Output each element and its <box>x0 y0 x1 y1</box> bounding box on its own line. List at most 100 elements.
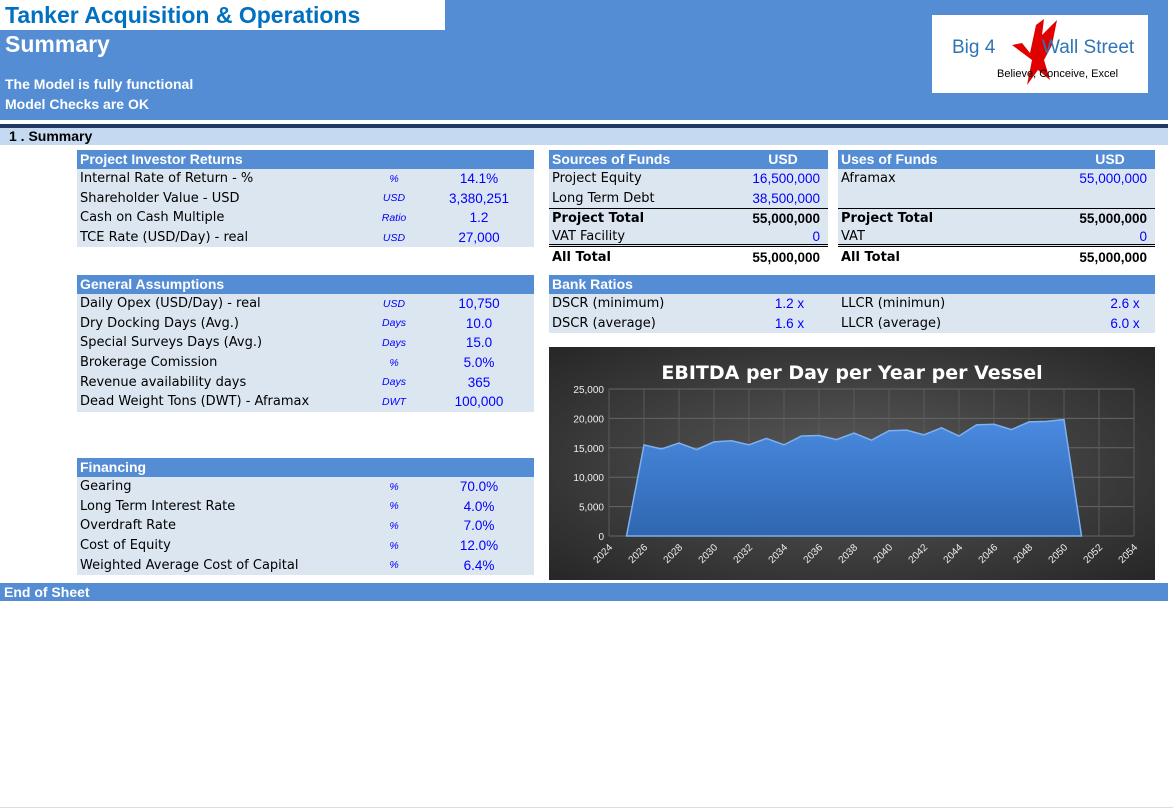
ratio-label: LLCR (average) <box>841 315 942 331</box>
row-value: 365 <box>467 374 491 390</box>
x-tick-label: 2036 <box>802 542 826 566</box>
row-value: 55,000,000 <box>752 249 820 265</box>
table-row: Brokerage Comission% 5.0% <box>77 353 534 373</box>
data-point <box>748 444 750 446</box>
row-unit: Days <box>382 336 406 349</box>
table-row: Special Surveys Days (Avg.) Days 15.0 <box>77 333 534 353</box>
data-point <box>713 441 715 443</box>
row-label: All Total <box>552 249 612 265</box>
model-status: The Model is fully functional <box>5 76 194 92</box>
ratio-label: DSCR (average) <box>552 315 656 331</box>
investor-returns-table: Project Investor Returns Internal Rate o… <box>77 150 534 248</box>
data-point <box>993 423 995 425</box>
row-value: 12.0% <box>459 538 499 554</box>
row-label: TCE Rate (USD/Day) - real <box>80 230 249 246</box>
table-row: Weighted Average Cost of Capital% 6.4% <box>77 555 534 575</box>
x-tick-label: 2026 <box>627 542 651 566</box>
row-label: VAT Facility <box>552 228 626 244</box>
row-unit: Days <box>382 317 406 330</box>
row-value: 55,000,000 <box>752 210 820 226</box>
row-label: Special Surveys Days (Avg.) <box>80 335 263 351</box>
data-point <box>696 449 697 451</box>
row-value: 7.0% <box>463 518 495 534</box>
divider <box>0 807 1173 808</box>
row-label: Daily Opex (USD/Day) - real <box>80 296 261 312</box>
row-unit: Ratio <box>381 211 407 224</box>
x-tick-label: 2050 <box>1047 542 1071 566</box>
table-row <box>838 189 1155 209</box>
row-label: Aframax <box>841 171 896 187</box>
row-label: Project Equity <box>552 171 642 187</box>
table-row: Internal Rate of Return - %% 14.1% <box>77 169 534 189</box>
row-unit: % <box>389 500 399 513</box>
table-title: Uses of Funds <box>841 151 938 167</box>
logo: Big 4 Wall Street Believe, Conceive, Exc… <box>932 15 1148 93</box>
table-row: Project Equity 16,500,000 <box>549 169 828 189</box>
data-point <box>1046 420 1047 422</box>
data-point <box>958 435 960 437</box>
table-row: Dry Docking Days (Avg.) Days 10.0 <box>77 314 534 334</box>
table-row: Long Term Debt 38,500,000 <box>549 189 828 209</box>
table-header: Uses of Funds USD <box>838 150 1155 169</box>
ratio-value: 6.0 x <box>1110 315 1140 331</box>
row-label: Project Total <box>841 210 934 226</box>
ratio-value: 1.6 x <box>774 315 805 331</box>
row-label: Project Total <box>552 210 645 226</box>
currency-label: USD <box>1095 151 1125 167</box>
x-tick-label: 2040 <box>872 542 896 566</box>
page-subtitle: Summary <box>5 31 110 57</box>
row-label: Gearing <box>80 479 132 495</box>
row-value: 6.4% <box>463 557 495 573</box>
table-row: Revenue availability days Days 365 <box>77 372 534 392</box>
ebitda-chart: EBITDA per Day per Year per Vessel 0 5,000… <box>549 347 1155 580</box>
data-point <box>818 434 820 436</box>
row-unit: USD <box>382 231 406 244</box>
x-tick-label: 2044 <box>942 542 966 566</box>
data-point <box>678 442 680 444</box>
row-value: 55,000,000 <box>1079 249 1147 265</box>
row-label: Shareholder Value - USD <box>80 190 240 206</box>
row-unit: DWT <box>382 395 406 408</box>
data-point <box>1028 421 1030 423</box>
ratio-label: LLCR (minimun) <box>841 296 946 312</box>
row-label: Brokerage Comission <box>80 355 218 371</box>
x-tick-label: 2052 <box>1082 542 1106 566</box>
row-value: 1.2 <box>469 210 489 226</box>
data-point <box>923 434 925 436</box>
y-tick-label: 5,000 <box>579 503 604 514</box>
ebitda-area-series <box>625 418 1083 537</box>
table-row: VAT 0 <box>838 228 1155 248</box>
table-row: Daily Opex (USD/Day) - real USD 10,750 <box>77 294 534 314</box>
eagle-icon: Big 4 Wall Street Believe, Conceive, Exc… <box>952 19 1135 85</box>
table-row: All Total 55,000,000 <box>549 247 828 267</box>
row-unit: % <box>389 172 399 185</box>
data-point <box>853 432 855 434</box>
y-tick-label: 25,000 <box>573 385 604 396</box>
x-tick-label: 2046 <box>977 542 1001 566</box>
row-value: 38,500,000 <box>752 190 820 206</box>
page-title: Tanker Acquisition & Operations <box>0 0 445 30</box>
row-unit: % <box>389 539 399 552</box>
sources-of-funds-table: Sources of Funds USD Project Equity 16,500… <box>549 150 828 267</box>
x-tick-label: 2042 <box>907 542 931 566</box>
row-label: Long Term Interest Rate <box>80 498 236 514</box>
currency-label: USD <box>768 151 798 167</box>
x-tick-label: 2038 <box>837 542 861 566</box>
x-tick-label: 2024 <box>592 542 616 566</box>
row-value: 5.0% <box>463 355 495 371</box>
data-point <box>801 435 802 437</box>
table-row: All Total 55,000,000 <box>838 247 1155 267</box>
table-row: Dead Weight Tons (DWT) - Aframax DWT 100,0… <box>77 392 534 412</box>
data-point <box>976 424 977 426</box>
row-value: 10.0 <box>465 315 493 331</box>
svg-text:Wall Street: Wall Street <box>1042 37 1135 58</box>
data-point <box>871 439 872 441</box>
row-value: 0 <box>1139 228 1147 244</box>
end-of-sheet: End of Sheet <box>0 583 1168 601</box>
row-value: 70.0% <box>459 479 499 495</box>
general-assumptions-table: General Assumptions Daily Opex (USD/Day)… <box>77 275 534 412</box>
x-tick-label: 2054 <box>1117 542 1141 566</box>
table-header: Sources of Funds USD <box>549 150 828 169</box>
row-unit: % <box>389 480 399 493</box>
row-unit: USD <box>382 297 406 310</box>
